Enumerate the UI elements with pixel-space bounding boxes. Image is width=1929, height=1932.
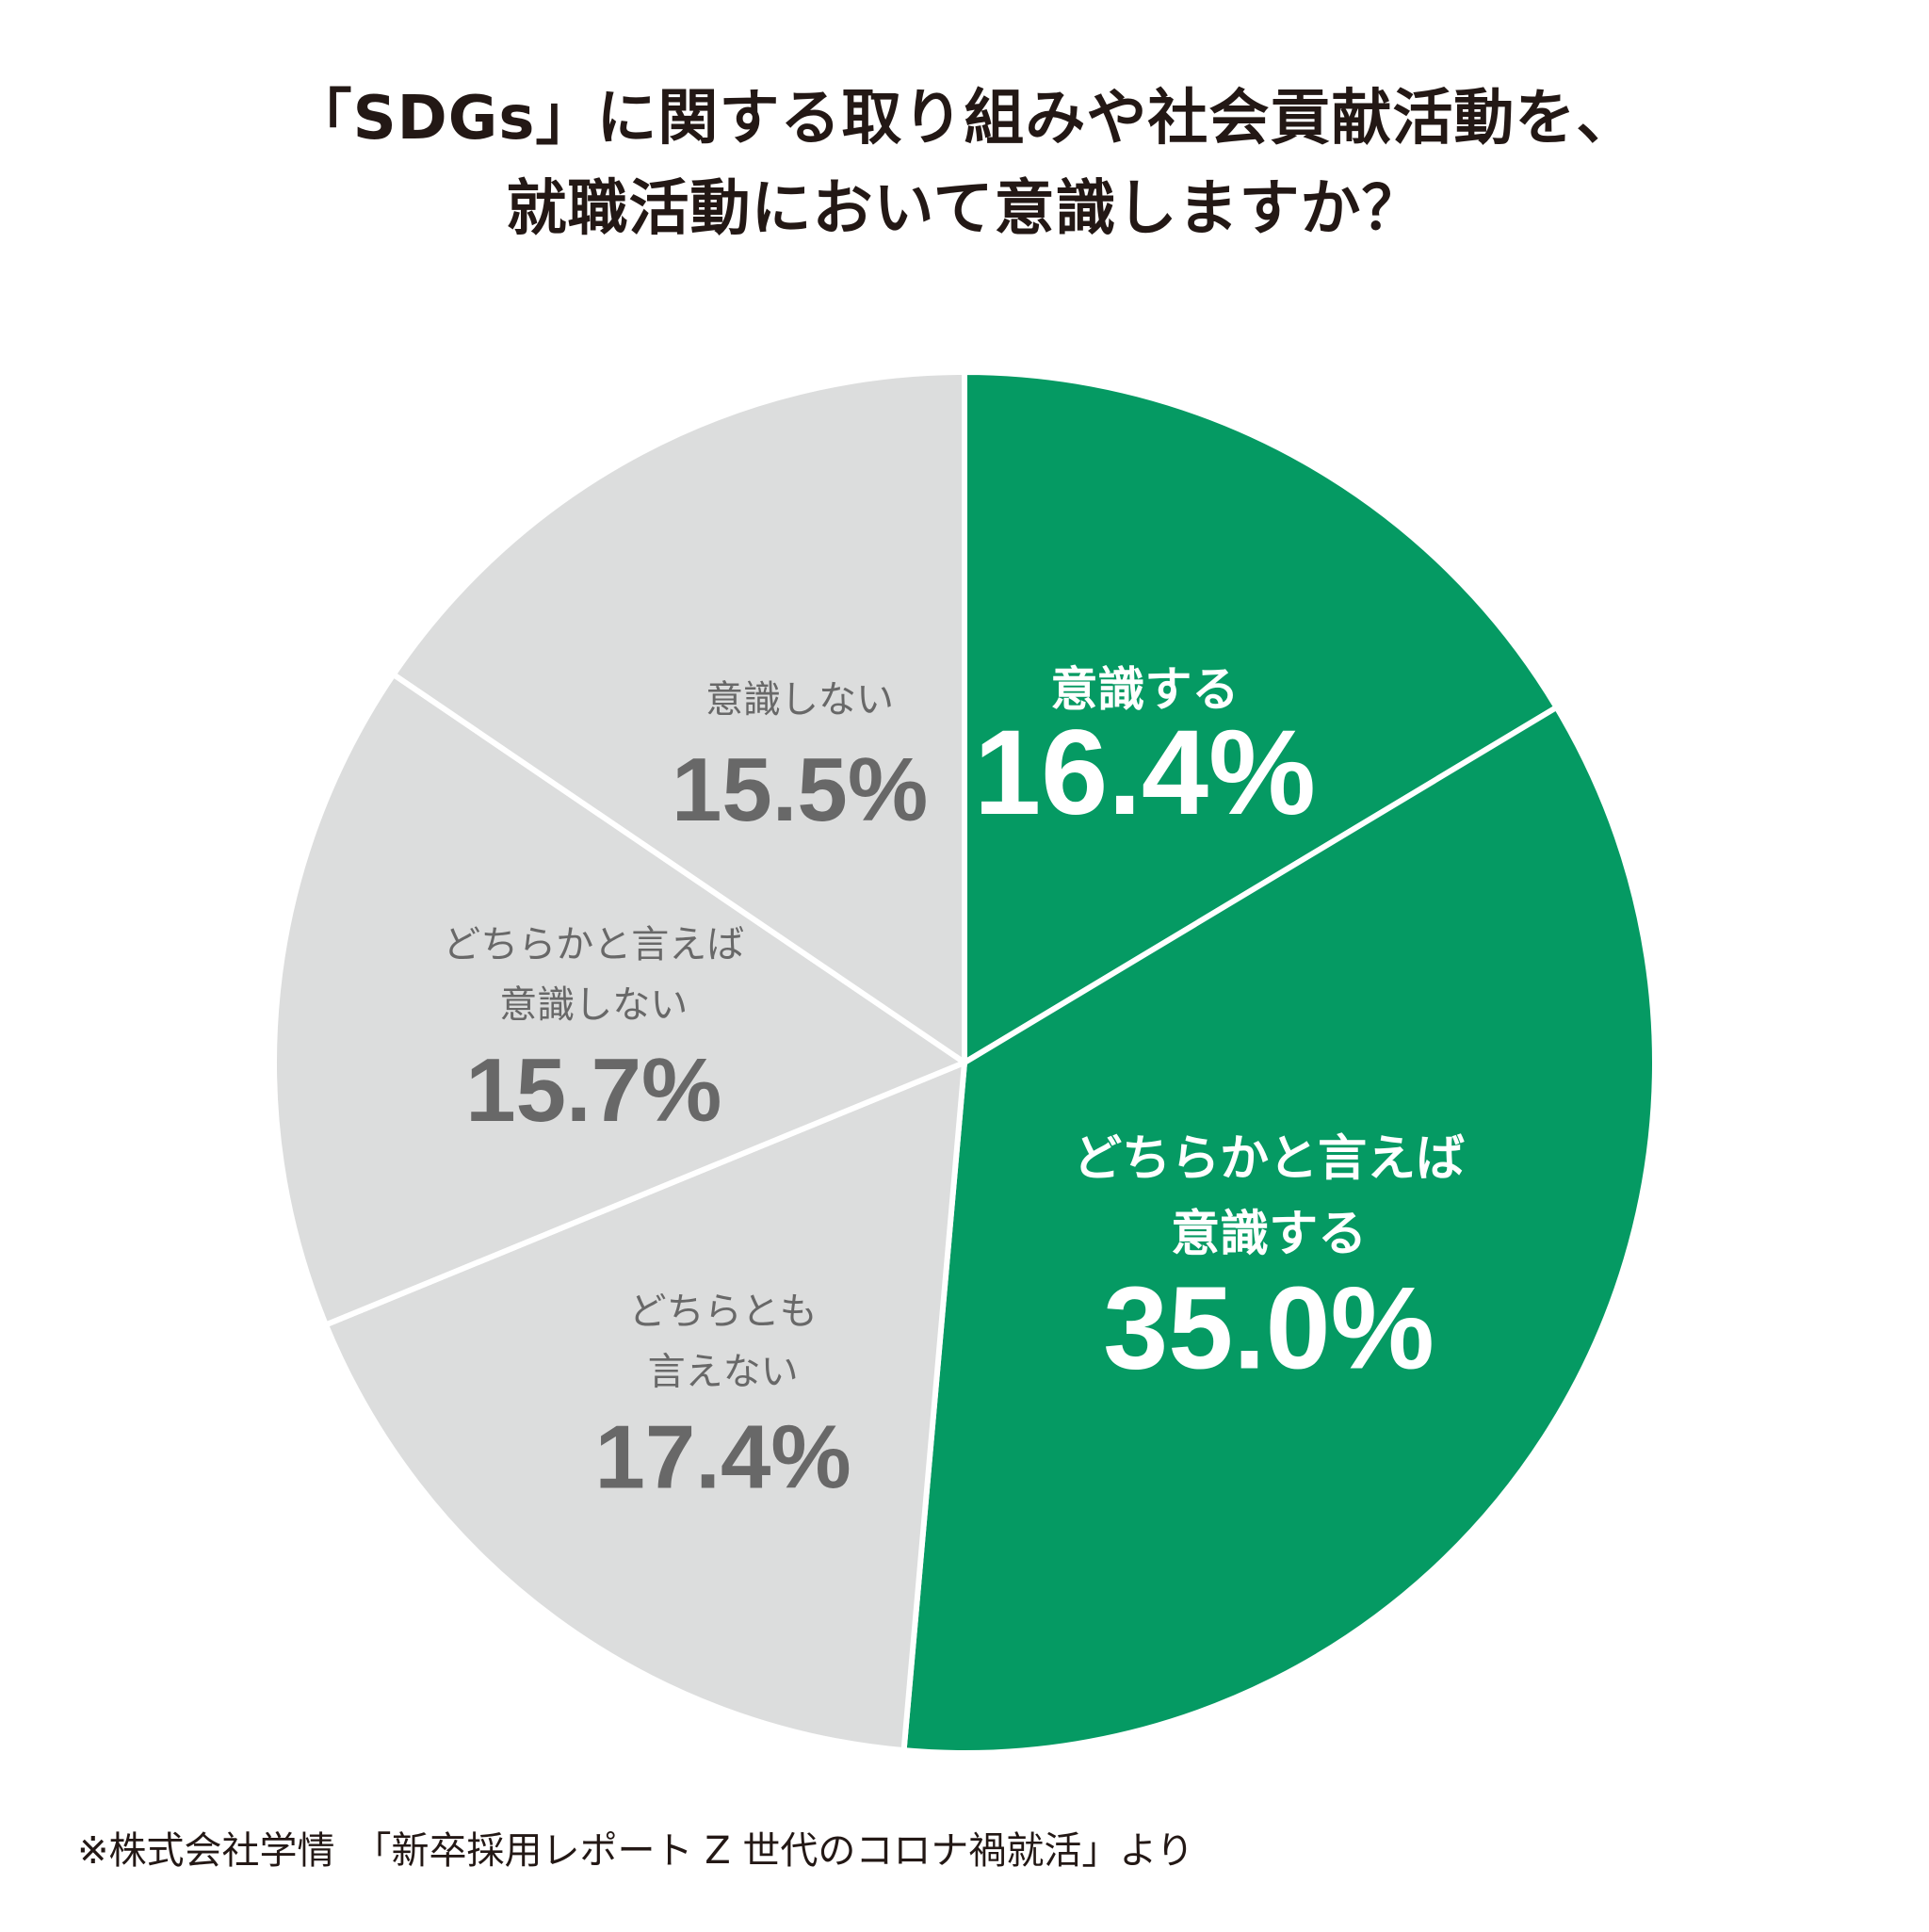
slice-2-label-line-2: 意識する (1171, 1207, 1367, 1263)
slice-1-label-line-1: 意識する (1050, 662, 1239, 717)
pie-slice-3 (322, 1060, 967, 1754)
chart-title: 「SDGs」に関する取り組みや社会貢献活動を、 就職活動において意識しますか？ (0, 73, 1929, 254)
slice-3-value-label: 17.4% (595, 1406, 851, 1507)
slice-4-label-line-1: どちらかと言えば (443, 923, 744, 966)
slice-2-value-label: 35.0% (1103, 1264, 1435, 1394)
source-note: ※株式会社学情 「新卒採用レポート Z 世代のコロナ禍就活」より (77, 1829, 1194, 1873)
pie-slice-5 (390, 369, 967, 1065)
slice-5-label-line-1: 意識しない (705, 678, 894, 722)
slice-4-label-line-2: 意識しない (499, 983, 688, 1027)
slice-4-value-label: 15.7% (465, 1040, 721, 1141)
pie-slice-1 (962, 369, 1560, 1065)
slice-1-value-label: 16.4% (974, 706, 1316, 840)
slice-5-value-label: 15.5% (672, 739, 928, 840)
slice-3-label-line-1: どちらとも (629, 1290, 818, 1333)
pie-slice-4 (270, 671, 967, 1328)
chart-title-line-2: 就職活動において意識しますか？ (506, 174, 1423, 244)
chart-title-line-1: 「SDGs」に関する取り組みや社会貢献活動を、 (291, 84, 1638, 154)
slice-3-label-line-2: 言えない (648, 1350, 799, 1393)
slice-2-label-line-1: どちらかと言えば (1073, 1131, 1465, 1188)
pie-slice-2 (900, 704, 1658, 1756)
